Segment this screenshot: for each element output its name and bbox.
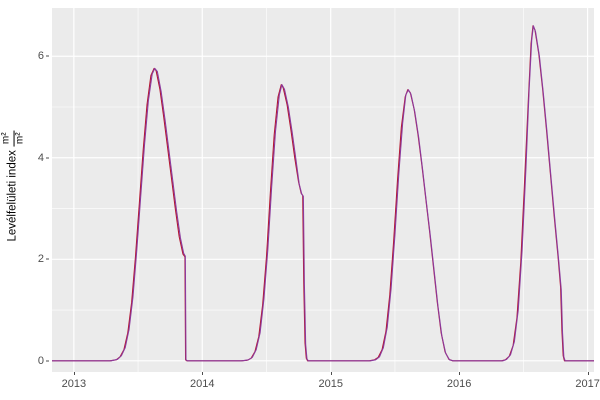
x-tick-mark <box>330 372 332 375</box>
data-series-layer <box>52 25 594 362</box>
x-axis-ticks: 2013 2014 2015 2016 2017 <box>0 372 600 400</box>
y-tick-label: 2 <box>37 253 44 266</box>
y-tick-mark <box>46 258 49 260</box>
x-tick-label: 2013 <box>61 378 87 390</box>
series-line-0 <box>52 25 594 362</box>
y-tick-mark <box>46 157 49 159</box>
y-axis-units-fraction: m² m² <box>1 130 26 147</box>
major-gridlines <box>52 8 594 372</box>
plot-panel <box>52 8 594 372</box>
series-line-1 <box>52 25 594 362</box>
x-tick-label: 2016 <box>446 378 472 390</box>
x-tick-label: 2014 <box>190 378 215 390</box>
y-axis-units-numerator: m² <box>1 132 12 145</box>
y-tick-label: 0 <box>37 354 44 367</box>
y-tick-label: 6 <box>37 50 44 63</box>
x-tick-mark <box>459 372 461 375</box>
x-tick-mark <box>587 372 589 375</box>
x-tick-mark <box>73 372 75 375</box>
x-tick-label: 2015 <box>318 378 343 390</box>
plot-svg <box>52 8 594 372</box>
y-tick-label: 4 <box>37 151 44 164</box>
y-axis-ticks: 0 2 4 6 <box>24 0 44 372</box>
y-tick-mark <box>46 360 49 362</box>
minor-gridlines <box>52 8 594 372</box>
y-tick-mark <box>46 55 49 57</box>
y-axis-title-text: Levélfelületi index <box>7 150 20 242</box>
x-tick-mark <box>202 372 204 375</box>
x-tick-label: 2017 <box>575 378 600 390</box>
